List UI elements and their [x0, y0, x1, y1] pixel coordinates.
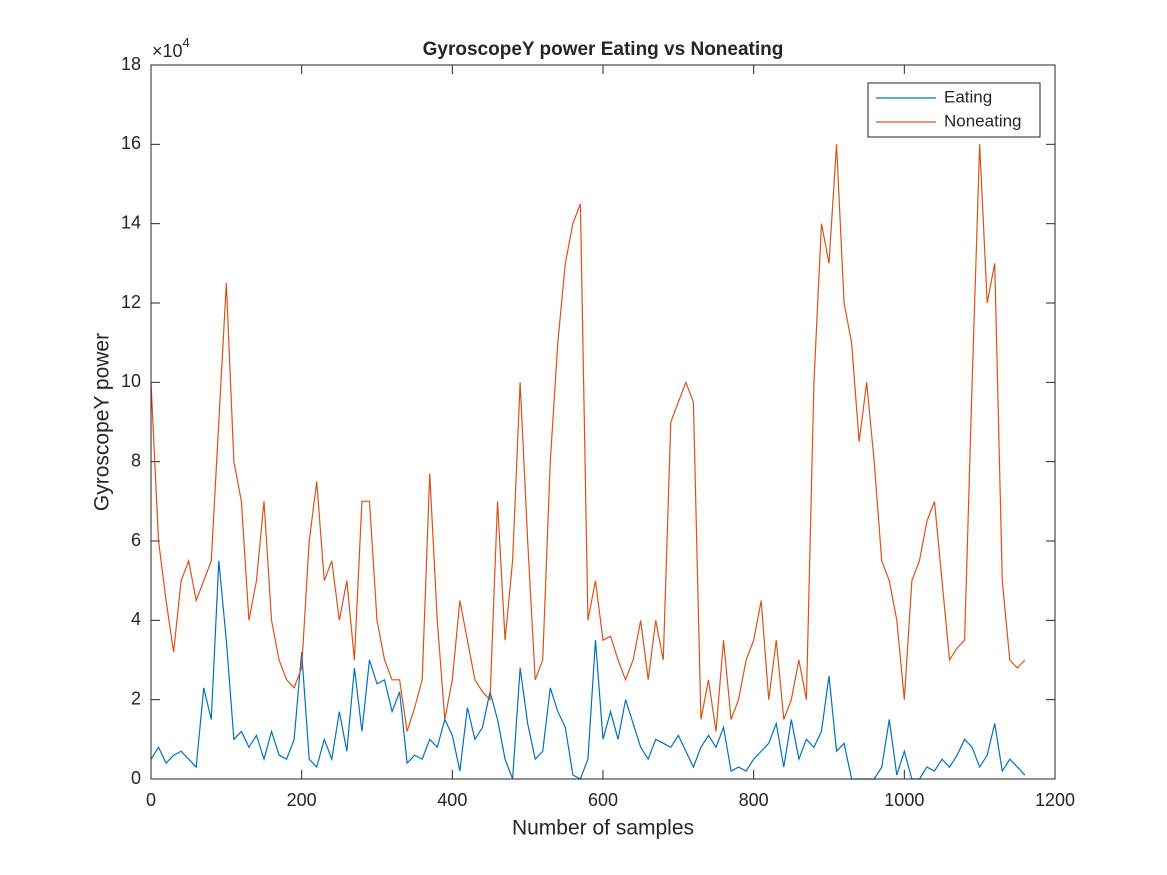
- x-tick-label: 400: [437, 790, 467, 810]
- legend-label: Eating: [944, 87, 992, 106]
- y-tick-label: 4: [131, 609, 141, 629]
- y-multiplier: ×104: [152, 35, 190, 60]
- plot-area: [151, 65, 1055, 779]
- series-line: [150, 144, 1026, 732]
- series-line: [150, 560, 1026, 780]
- y-multiplier-exponent: 4: [183, 35, 190, 50]
- y-tick-label: 0: [131, 768, 141, 788]
- y-tick-label: 10: [121, 371, 141, 391]
- x-tick-label: 200: [287, 790, 317, 810]
- x-tick-label: 1000: [884, 790, 924, 810]
- y-tick-label: 2: [131, 688, 141, 708]
- y-tick-label: 6: [131, 530, 141, 550]
- x-tick-label: 600: [588, 790, 618, 810]
- y-tick-label: 14: [121, 212, 141, 232]
- axes-box: [150, 64, 1056, 780]
- y-tick-label: 16: [121, 133, 141, 153]
- y-tick-label: 18: [121, 54, 141, 74]
- legend-label: Noneating: [944, 111, 1022, 130]
- x-tick-label: 800: [739, 790, 769, 810]
- chart-title: GyroscopeY power Eating vs Noneating: [423, 39, 784, 60]
- y-multiplier-base: ×10: [152, 41, 183, 61]
- y-tick-label: 8: [131, 450, 141, 470]
- x-tick-label: 0: [146, 790, 156, 810]
- y-axis-label: GyroscopeY power: [91, 333, 114, 511]
- x-tick-label: 1200: [1035, 790, 1075, 810]
- x-axis-label: Number of samples: [512, 817, 694, 840]
- y-tick-label: 12: [121, 292, 141, 312]
- legend-box: [867, 82, 1041, 138]
